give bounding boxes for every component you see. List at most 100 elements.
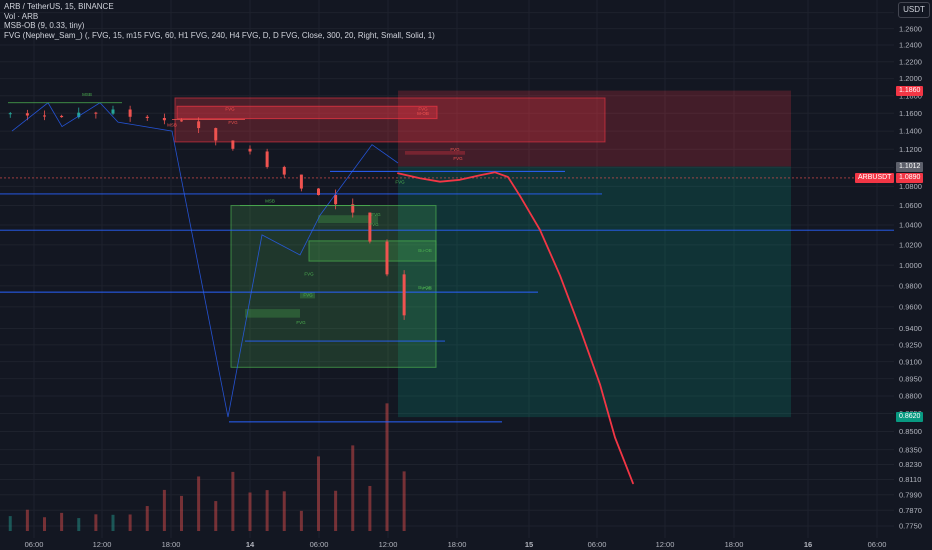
price-tick-label: 1.1400 — [899, 127, 922, 136]
price-tick-label: 0.9400 — [899, 324, 922, 333]
candle-body — [299, 174, 303, 189]
annotation-fvg_3: FVG — [371, 212, 381, 217]
volume-bar — [282, 491, 286, 531]
volume-bar — [265, 490, 269, 531]
candle-body — [180, 120, 183, 122]
price-tick-label: 1.2200 — [899, 57, 922, 66]
horizontal-lines — [0, 170, 894, 423]
annotation-msb_left: MSB — [82, 92, 92, 97]
candle-body — [402, 274, 406, 316]
candle-body — [282, 166, 286, 175]
candle-body — [231, 140, 235, 149]
trade-zones — [174, 90, 791, 418]
candle-body — [385, 241, 389, 275]
volume-bar — [385, 403, 389, 531]
volume-bar — [77, 518, 81, 531]
price-tick-label: 0.9800 — [899, 281, 922, 290]
price-tick-label: 0.8350 — [899, 445, 922, 454]
volume-bar — [162, 489, 166, 531]
price-tick-label: 1.2400 — [899, 41, 922, 50]
price-tick-label: 1.1600 — [899, 109, 922, 118]
fvg-box — [300, 292, 315, 299]
annotation-fvg_8: FVG — [450, 147, 460, 152]
projection-path — [397, 171, 634, 485]
price-tick-label: 0.8110 — [899, 475, 921, 484]
candle-body — [43, 115, 46, 117]
annotation-fvg_10: FVG — [395, 180, 405, 185]
time-axis: 06:00 12:00 18:00 14 06:00 12:00 18:00 15 06:00 1… — [25, 540, 887, 549]
volume-bar — [231, 471, 235, 531]
annotation-ob_right_3: Bu-OB — [418, 285, 432, 290]
price-tick-label: 0.7990 — [899, 490, 922, 499]
volume-bar — [180, 495, 183, 531]
legend-msb-ob[interactable]: MSB-OB (9, 0.33, tiny) — [4, 21, 85, 30]
candle-body — [77, 112, 81, 118]
annotation-fvg_1: FVG — [225, 107, 235, 112]
price-tick-label: 0.7870 — [899, 506, 922, 515]
candle-body — [25, 113, 29, 116]
annotation-fvg_11: FVG — [418, 107, 428, 112]
currency-badge[interactable]: USDT — [898, 2, 930, 18]
candle-body — [94, 112, 98, 114]
short-stop-zone — [398, 90, 791, 167]
legend-volume[interactable]: Vol · ARB — [4, 11, 39, 21]
time-tick-label: 15 — [525, 540, 533, 549]
price-tick-label: 0.9100 — [899, 357, 922, 366]
price-tick-label: 0.9250 — [899, 341, 922, 350]
price-tag-upper: 1.1860 — [896, 85, 924, 96]
bullish-order-block-inner — [308, 240, 437, 262]
volume-bar — [25, 509, 29, 531]
price-tick-label: 1.0400 — [899, 221, 922, 230]
price-tick-label: 0.8230 — [899, 460, 922, 469]
volume-bar — [111, 514, 115, 531]
price-tick-label: 1.2600 — [899, 24, 922, 33]
candle-body — [145, 116, 149, 119]
candle-body — [334, 195, 338, 205]
candle-body — [8, 113, 12, 115]
price-tick-label: 0.7750 — [899, 522, 922, 531]
annotation-fvg_6: FVG — [303, 292, 313, 297]
symbol-tag: ARBUSDT — [855, 172, 895, 183]
time-tick-label: 06:00 — [25, 540, 44, 549]
chart-grid — [0, 0, 894, 538]
legend-symbol[interactable]: ARB / TetherUS, 15, BINANCE — [4, 2, 114, 11]
legend-fvg[interactable]: FVG (Nephew_Sam_) (, FVG, 15, m15 FVG, 6… — [4, 30, 435, 40]
candle-body — [214, 128, 218, 141]
volume-bar — [368, 485, 372, 531]
price-tag-lower: 0.8620 — [896, 412, 924, 423]
projection-curve — [397, 171, 634, 485]
annotation-fvg_12: FVG — [422, 286, 432, 291]
candle-body — [351, 204, 355, 213]
time-tick-label: 16 — [804, 540, 812, 549]
annotation-fvg_4: FVG — [369, 222, 379, 227]
bearish-order-block-inner — [176, 105, 438, 120]
annotation-ob_right_1: M-OB — [417, 111, 429, 116]
volume-bar — [43, 517, 46, 531]
volume-bar — [402, 471, 406, 531]
time-tick-label: 12:00 — [656, 540, 675, 549]
price-tick-label: 1.0000 — [899, 261, 922, 270]
volume-bar — [60, 512, 64, 531]
zigzag-line — [11, 102, 399, 418]
fvg-box — [245, 309, 300, 318]
price-tick-label: 1.2000 — [899, 74, 922, 83]
structure-lines — [8, 102, 399, 418]
time-tick-label: 18:00 — [448, 540, 467, 549]
volume-bar — [8, 516, 12, 531]
time-tick-label: 14 — [246, 540, 255, 549]
price-tick-label: 1.1200 — [899, 145, 922, 154]
volume-bar — [94, 514, 98, 531]
annotation-msb_green: MSB — [265, 199, 275, 204]
fvg-box — [405, 151, 465, 155]
candle-body — [197, 121, 201, 129]
price-tag-current: 1.1012 — [896, 161, 924, 172]
price-tick-label: 0.8950 — [899, 374, 922, 383]
time-tick-label: 06:00 — [868, 540, 887, 549]
annotation-ob_right_2: Bu-OB — [418, 248, 432, 253]
price-tick-label: 1.0800 — [899, 182, 922, 191]
annotations: MSB MSB MSB FVG FVG FVG FVG FVG FVG FVG FVG FVG FVG F… — [82, 92, 463, 325]
volume-bars — [8, 403, 406, 531]
volume-bar — [248, 492, 252, 531]
time-tick-label: 18:00 — [725, 540, 744, 549]
